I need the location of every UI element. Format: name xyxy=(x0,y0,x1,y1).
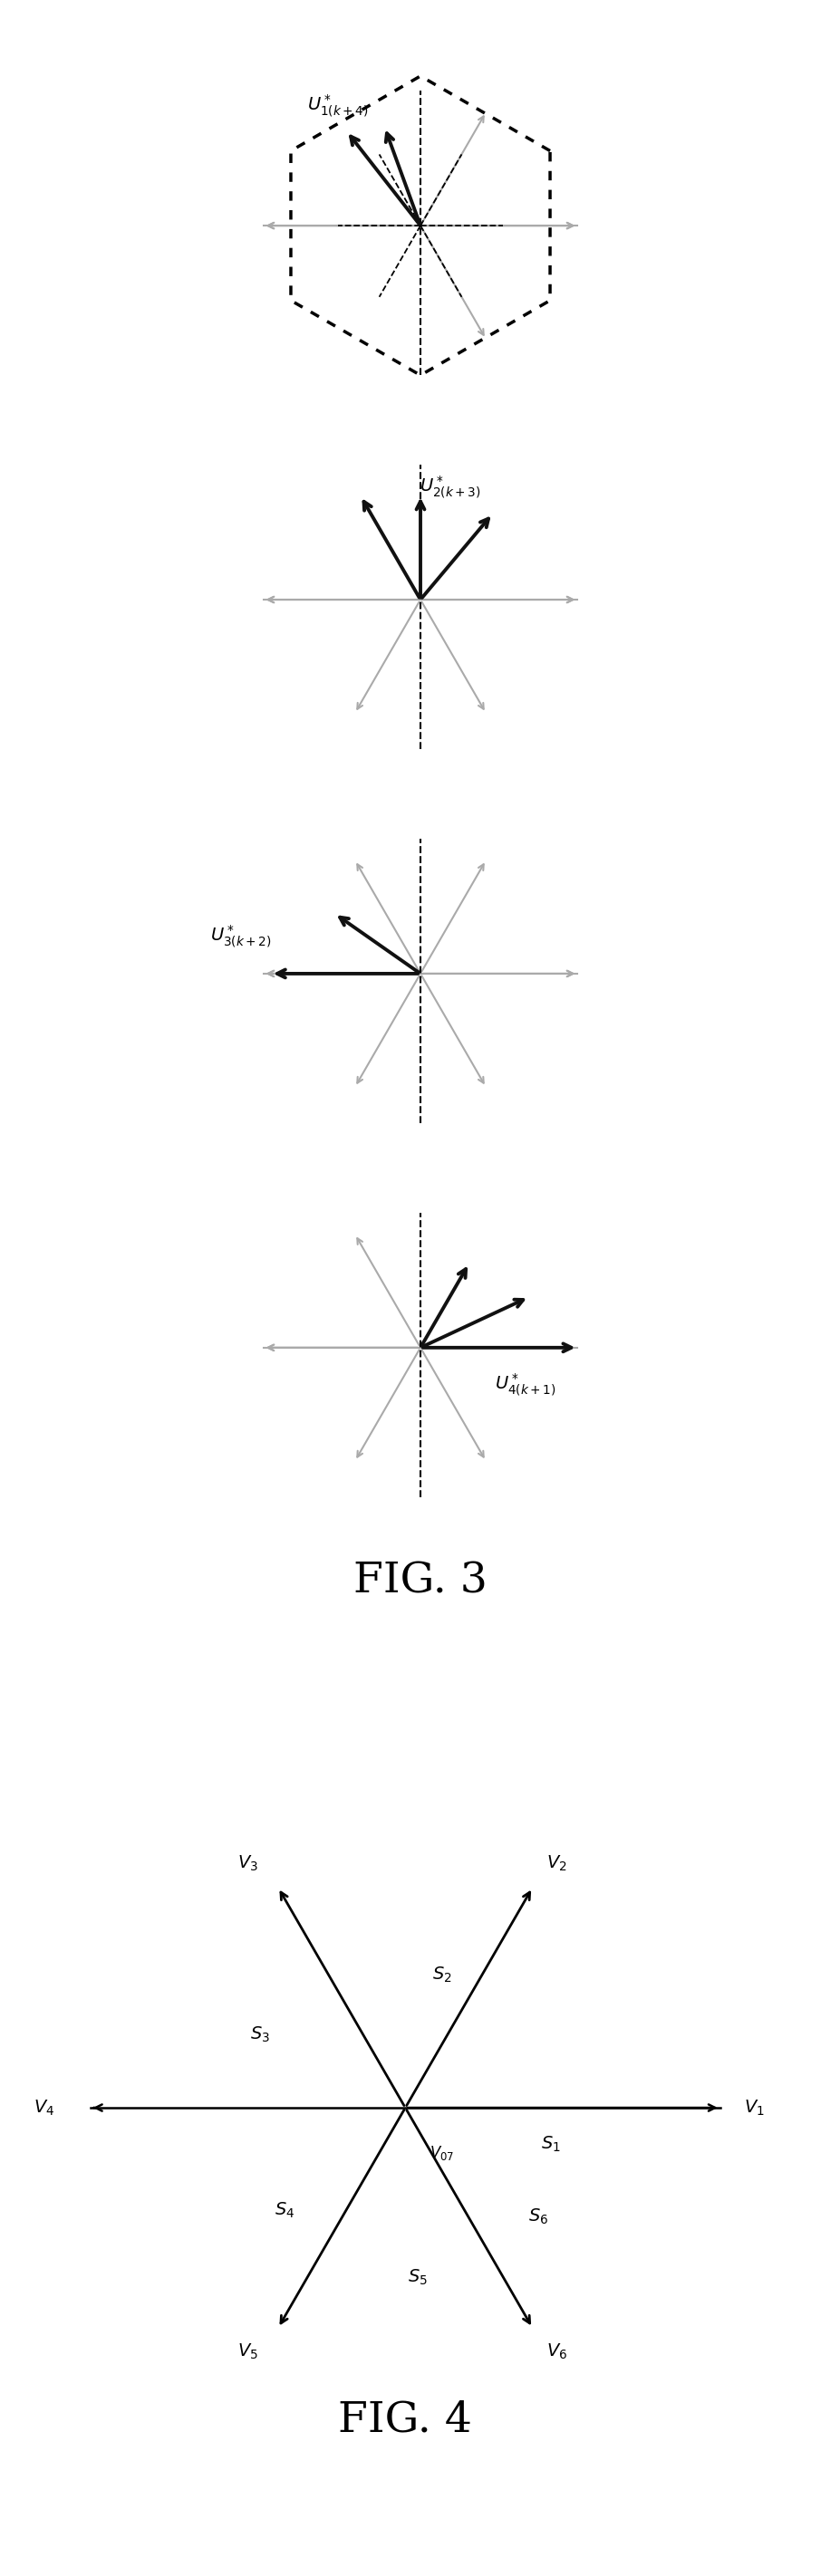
Text: $V_5$: $V_5$ xyxy=(237,2342,258,2362)
Text: $V_1$: $V_1$ xyxy=(743,2097,764,2117)
Text: $V_2$: $V_2$ xyxy=(546,1855,566,1873)
Text: $U^*_{2(k+3)}$: $U^*_{2(k+3)}$ xyxy=(419,474,480,500)
Text: $S_6$: $S_6$ xyxy=(528,2208,548,2226)
Text: $S_4$: $S_4$ xyxy=(274,2200,294,2221)
Text: $S_3$: $S_3$ xyxy=(249,2025,270,2045)
Text: FIG. 4: FIG. 4 xyxy=(338,2401,472,2439)
Text: $S_5$: $S_5$ xyxy=(407,2267,427,2287)
Text: $V_3$: $V_3$ xyxy=(237,1855,258,1873)
Text: $U^*_{4(k+1)}$: $U^*_{4(k+1)}$ xyxy=(494,1373,555,1399)
Text: $V_{07}$: $V_{07}$ xyxy=(429,2143,454,2161)
Text: $U^*_{1(k+4)}$: $U^*_{1(k+4)}$ xyxy=(307,93,369,118)
Text: $S_1$: $S_1$ xyxy=(540,2136,560,2154)
Text: $V_4$: $V_4$ xyxy=(33,2097,54,2117)
Text: FIG. 3: FIG. 3 xyxy=(353,1561,487,1602)
Text: $U^*_{3(k+2)}$: $U^*_{3(k+2)}$ xyxy=(210,922,271,948)
Text: $S_2$: $S_2$ xyxy=(432,1965,451,1984)
Text: $V_6$: $V_6$ xyxy=(546,2342,566,2362)
